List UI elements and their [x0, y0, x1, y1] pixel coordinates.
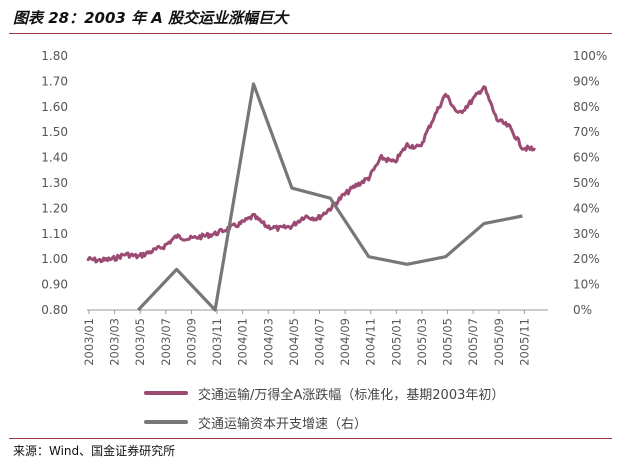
legend-label-capex: 交通运输资本开支增速（右）: [198, 416, 368, 432]
y-left-tick-label: 1.60: [41, 100, 68, 114]
y-right-tick-label: 80%: [573, 100, 600, 114]
x-tick-label: 2005/03: [415, 318, 429, 366]
title-divider: [9, 33, 612, 34]
y-right-tick-label: 100%: [573, 49, 607, 63]
y-right-tick-label: 50%: [573, 176, 600, 190]
y-right-tick-label: 20%: [573, 252, 600, 266]
y-left-tick-label: 1.70: [41, 74, 68, 88]
y-right-tick-label: 40%: [573, 201, 600, 215]
x-tick-label: 2004/05: [287, 318, 301, 366]
legend-item-capex: 交通运输资本开支增速（右）: [144, 412, 367, 432]
x-tick-label: 2005/05: [441, 318, 455, 366]
legend-item-ratio: 交通运输/万得全A涨跌幅（标准化，基期2003年初）: [144, 383, 504, 403]
x-tick-label: 2003/11: [210, 318, 224, 366]
y-left-tick-label: 1.00: [41, 252, 68, 266]
x-tick-label: 2003/01: [82, 318, 96, 366]
x-tick-label: 2004/07: [313, 318, 327, 366]
series-line-ratio: [86, 85, 537, 264]
x-tick-label: 2005/07: [466, 318, 480, 366]
y-left-tick-label: 0.90: [41, 278, 68, 292]
x-tick-label: 2003/07: [159, 318, 173, 366]
x-tick-label: 2005/09: [492, 318, 506, 366]
y-right-tick-label: 30%: [573, 227, 600, 241]
y-right-tick-label: 10%: [573, 278, 600, 292]
y-right-tick-label: 90%: [573, 74, 600, 88]
y-left-tick-label: 1.30: [41, 176, 68, 190]
y-right-tick-label: 60%: [573, 151, 600, 165]
x-tick-label: 2003/09: [184, 318, 198, 366]
y-right-tick-label: 70%: [573, 125, 600, 139]
x-tick-label: 2003/03: [108, 318, 122, 366]
legend-swatch-capex: [144, 420, 188, 424]
source-note: 来源：Wind、国金证券研究所: [13, 444, 176, 458]
x-tick-label: 2005/01: [389, 318, 403, 366]
y-left-tick-label: 1.40: [41, 151, 68, 165]
y-left-tick-label: 1.10: [41, 227, 68, 241]
legend-label-ratio: 交通运输/万得全A涨跌幅（标准化，基期2003年初）: [198, 387, 505, 403]
y-left-tick-label: 1.80: [41, 49, 68, 63]
x-tick-label: 2004/03: [261, 318, 275, 366]
x-tick-label: 2004/09: [338, 318, 352, 366]
x-tick-label: 2004/11: [364, 318, 378, 366]
legend-swatch-ratio: [144, 391, 188, 395]
x-tick-label: 2005/11: [517, 318, 531, 366]
y-left-tick-label: 0.80: [41, 303, 68, 317]
figure-title: 图表 28：2003 年 A 股交运业涨幅巨大: [13, 9, 289, 27]
y-right-tick-label: 0%: [573, 303, 592, 317]
series-line-capex: [137, 82, 523, 312]
y-left-tick-label: 1.50: [41, 125, 68, 139]
x-tick-label: 2003/05: [133, 318, 147, 366]
source-divider: [9, 438, 612, 439]
x-tick-label: 2004/01: [236, 318, 250, 366]
y-left-tick-label: 1.20: [41, 201, 68, 215]
